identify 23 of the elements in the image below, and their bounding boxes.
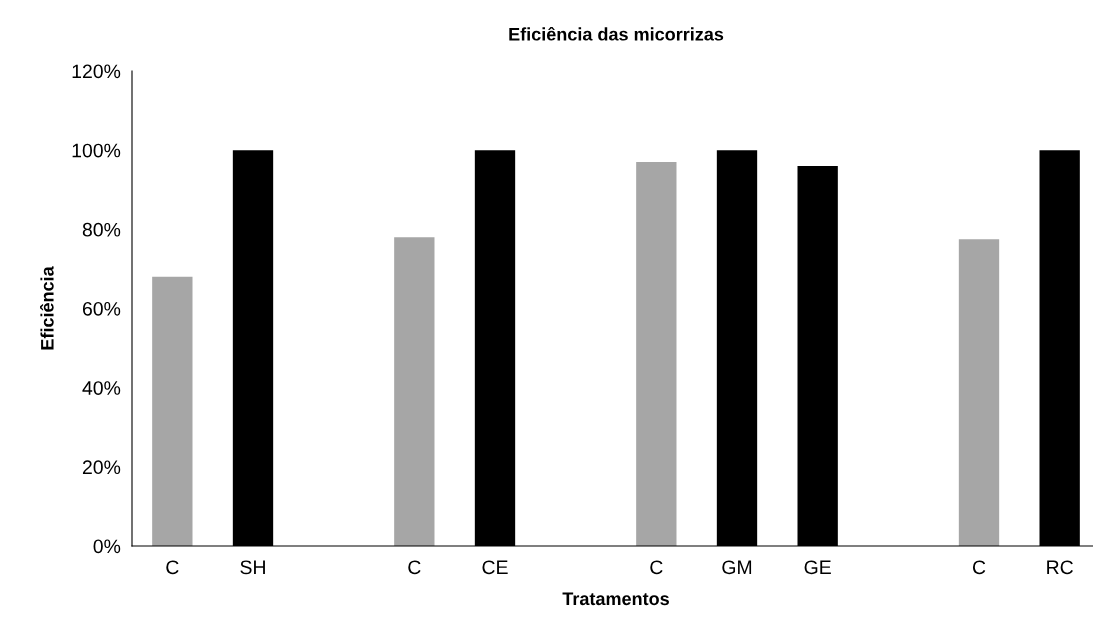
x-tick-label: C [166,560,179,575]
x-tick-label: CE [482,560,508,575]
bar [394,237,435,546]
y-tick-label: 0% [93,539,121,554]
x-tick-label: C [650,560,663,575]
bar [958,239,1000,546]
x-tick-label: GE [804,560,831,575]
y-tick-label: 100% [72,143,121,158]
y-tick-label: 20% [82,460,121,475]
y-tick-label: 80% [82,222,121,237]
chart-title: Eficiência das micorrizas [509,26,724,41]
x-axis-title: Tratamentos [562,592,669,606]
x-tick-label: SH [240,560,265,575]
x-tick-label: GM [722,560,752,575]
y-tick-label: 120% [72,64,121,79]
x-tick-label: C [408,560,421,575]
bar [152,276,193,546]
bar [636,162,677,546]
x-tick-label: C [972,560,986,575]
y-tick-label: 40% [82,381,121,395]
y-axis-title: Eficiência [40,266,54,350]
y-tick-label: 60% [82,301,121,316]
x-tick-label: RC [1047,560,1073,575]
